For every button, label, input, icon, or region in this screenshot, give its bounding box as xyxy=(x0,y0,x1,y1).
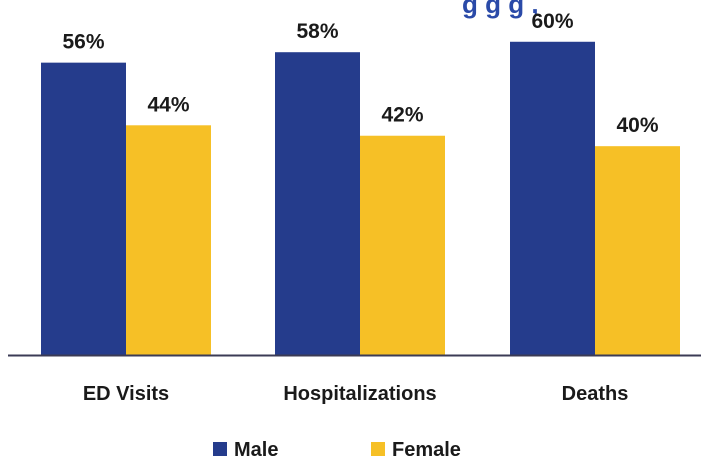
value-label-male-ed-visits: 56% xyxy=(62,31,104,54)
category-label-deaths: Deaths xyxy=(562,383,629,405)
category-labels-group: ED Visits Hospitalizations Deaths xyxy=(83,383,629,405)
legend-swatch-male xyxy=(213,442,227,456)
bar-female-deaths xyxy=(595,146,680,355)
value-label-female-ed-visits: 44% xyxy=(147,93,189,116)
category-label-hospitalizations: Hospitalizations xyxy=(283,383,436,405)
value-label-male-hospitalizations: 58% xyxy=(296,20,338,43)
legend: Male Female xyxy=(213,439,461,460)
bar-male-hospitalizations xyxy=(275,52,360,356)
legend-swatch-female xyxy=(371,442,385,456)
category-label-ed-visits: ED Visits xyxy=(83,383,169,405)
value-labels-group: 56% 44% 58% 42% 60% 40% xyxy=(62,10,658,137)
legend-label-female: Female xyxy=(392,439,461,460)
value-label-female-deaths: 40% xyxy=(616,114,658,137)
bar-female-ed-visits xyxy=(126,125,211,355)
bar-male-ed-visits xyxy=(41,62,126,355)
cropped-title-fragment: g g g , xyxy=(462,0,539,19)
bar-female-hospitalizations xyxy=(360,135,445,355)
value-label-male-deaths: 60% xyxy=(531,10,573,33)
bars-group xyxy=(41,41,680,356)
legend-label-male: Male xyxy=(234,439,278,460)
bar-male-deaths xyxy=(510,41,595,355)
value-label-female-hospitalizations: 42% xyxy=(381,104,423,127)
